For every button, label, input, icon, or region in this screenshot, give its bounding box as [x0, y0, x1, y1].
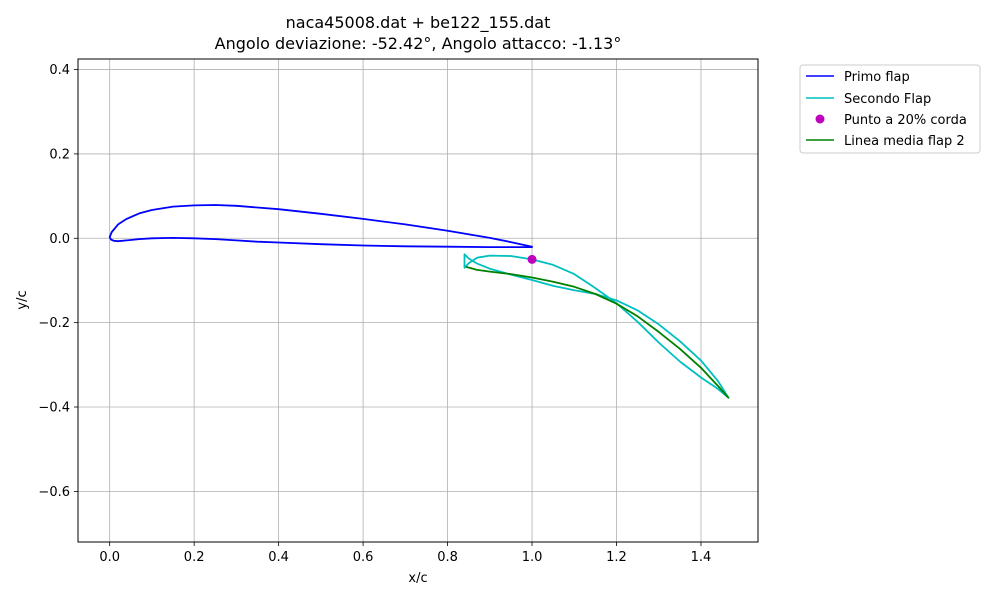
- y-axis-label: y/c: [15, 290, 30, 309]
- x-axis-label: x/c: [408, 571, 427, 586]
- y-tick-label: −0.2: [38, 316, 70, 331]
- series-line-linea-media-flap-2: [465, 266, 730, 399]
- x-tick-label: 0.2: [184, 550, 205, 565]
- legend-label-secondo-flap: Secondo Flap: [844, 92, 931, 107]
- legend-box: [799, 64, 981, 154]
- chart-subtitle: Angolo deviazione: -52.42°, Angolo attac…: [215, 34, 622, 53]
- y-tick-label: 0.0: [49, 232, 70, 247]
- axes-frame: [77, 58, 759, 543]
- y-tick-label: −0.4: [38, 401, 70, 416]
- x-tick-label: 1.0: [522, 550, 543, 565]
- x-tick-label: 0.0: [99, 550, 120, 565]
- y-tick-label: −0.6: [38, 485, 70, 500]
- chart-title: naca45008.dat + be122_155.dat: [286, 13, 551, 33]
- legend-label-punto: Punto a 20% corda: [844, 113, 967, 128]
- series-line-primo-flap: [108, 204, 533, 249]
- legend-label-primo-flap: Primo flap: [844, 70, 910, 85]
- x-tick-label: 0.6: [353, 550, 374, 565]
- legend-label-linea-media: Linea media flap 2: [844, 134, 965, 149]
- legend: Primo flap Secondo Flap Punto a 20% cord…: [799, 64, 981, 154]
- y-tick-label: 0.2: [49, 147, 70, 162]
- plot-area: [108, 204, 730, 399]
- x-tick-label: 0.8: [437, 550, 458, 565]
- y-tick-label: 0.4: [49, 63, 70, 78]
- series-line-secondo-flap: [463, 253, 730, 399]
- x-tick-label: 1.4: [691, 550, 712, 565]
- point-punto-a-20-corda: [527, 254, 537, 264]
- grid: [78, 59, 758, 542]
- legend-marker-punto: [815, 114, 825, 124]
- x-tick-label: 0.4: [268, 550, 289, 565]
- x-tick-label: 1.2: [606, 550, 627, 565]
- tick-marks: 0.0 0.2 0.4 0.6 0.8 1.0 1.2 1.4 0.4 0.2 0.0 −0.2 −0.…: [38, 63, 711, 565]
